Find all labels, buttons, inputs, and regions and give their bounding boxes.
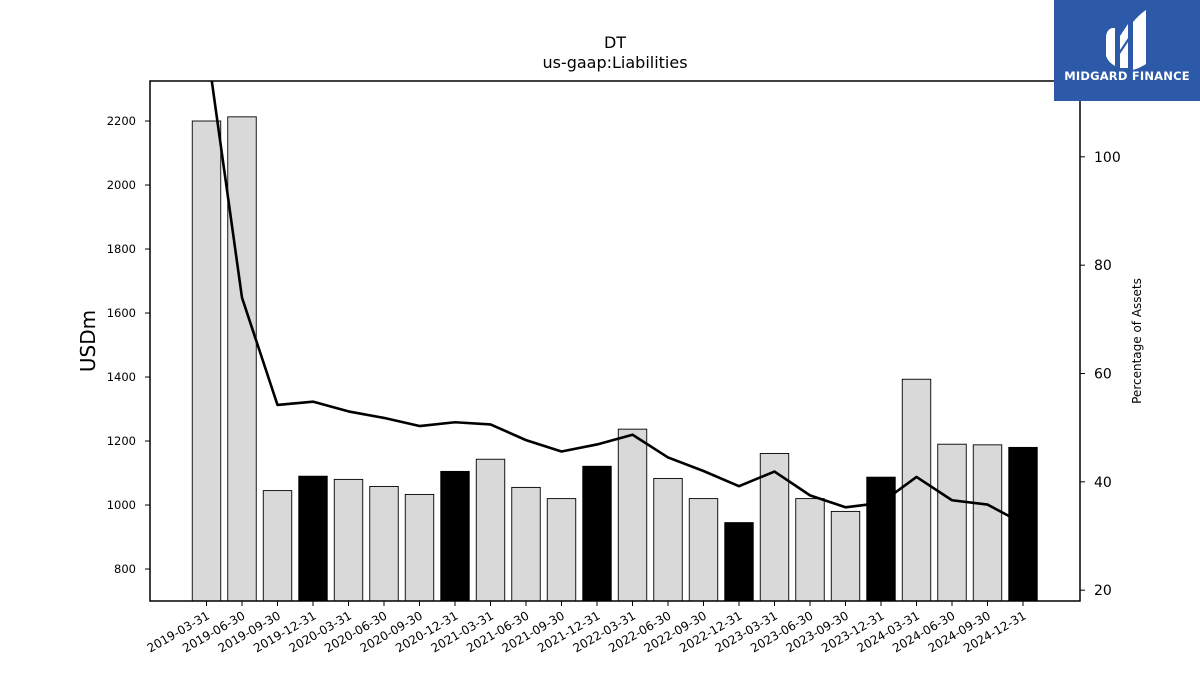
y-axis-right-label: Percentage of Assets (1130, 278, 1144, 404)
x-axis: 2019-03-312019-06-302019-09-302019-12-31… (145, 601, 1029, 655)
bar-2024-12-31 (1008, 446, 1038, 602)
bar-2021-06-30 (511, 486, 541, 602)
logo-text: MIDGARD FINANCE (1064, 69, 1190, 83)
y-tick-label: 1400 (107, 370, 136, 384)
bar-2019-12-31 (298, 475, 328, 602)
y-tick-label: 1600 (107, 306, 136, 320)
bar-2023-12-31 (866, 476, 896, 602)
bar-2024-03-31 (901, 378, 932, 602)
y-tick-label: 1200 (107, 434, 136, 448)
percentage-of-assets-line (210, 81, 1024, 525)
company-logo: MIDGARD FINANCE (1054, 0, 1200, 101)
y-axis-label: USDm (76, 310, 100, 372)
bar-2019-03-31 (191, 120, 222, 602)
y-right-tick-label: 60 (1094, 367, 1112, 383)
left-axis: 800 1000 1200 1400 1600 1800 2000 2200 (107, 114, 150, 576)
bar-2020-09-30 (404, 493, 435, 602)
bar-2020-12-31 (440, 470, 470, 602)
chart-subtitle: us-gaap:Liabilities (542, 53, 687, 72)
bar-2022-12-31 (724, 522, 754, 602)
y-tick-label: 1000 (107, 498, 136, 512)
y-tick-label: 1800 (107, 242, 136, 256)
y-right-tick-label: 80 (1094, 258, 1112, 274)
bar-2022-06-30 (653, 477, 683, 602)
logo-mark-icon (1106, 10, 1146, 70)
bar-2019-06-30 (227, 116, 257, 602)
y-right-tick-label: 40 (1094, 475, 1112, 491)
bar-series (191, 116, 1038, 602)
bar-2020-06-30 (369, 485, 399, 602)
bar-2021-03-31 (475, 458, 506, 602)
plot-frame (149, 80, 1081, 602)
bar-2023-06-30 (795, 498, 825, 602)
y-tick-label: 800 (114, 562, 136, 576)
chart-title: DT (604, 33, 626, 52)
bar-2024-09-30 (972, 444, 1003, 602)
y-right-tick-label: 100 (1094, 150, 1121, 166)
y-tick-label: 2200 (107, 114, 136, 128)
y-right-tick-label: 20 (1094, 583, 1112, 599)
bar-2021-09-30 (546, 498, 577, 602)
y-tick-label: 2000 (107, 178, 136, 192)
bar-2019-09-30 (262, 490, 293, 602)
bar-2024-06-30 (937, 443, 967, 602)
bar-2021-12-31 (582, 465, 612, 602)
right-axis: 20 40 60 80 100 (1080, 150, 1121, 599)
bar-2020-03-31 (333, 478, 364, 602)
bar-2022-03-31 (617, 428, 648, 602)
bar-2022-09-30 (688, 498, 719, 602)
bar-2023-09-30 (830, 510, 861, 602)
line-series-layer (210, 81, 1024, 525)
